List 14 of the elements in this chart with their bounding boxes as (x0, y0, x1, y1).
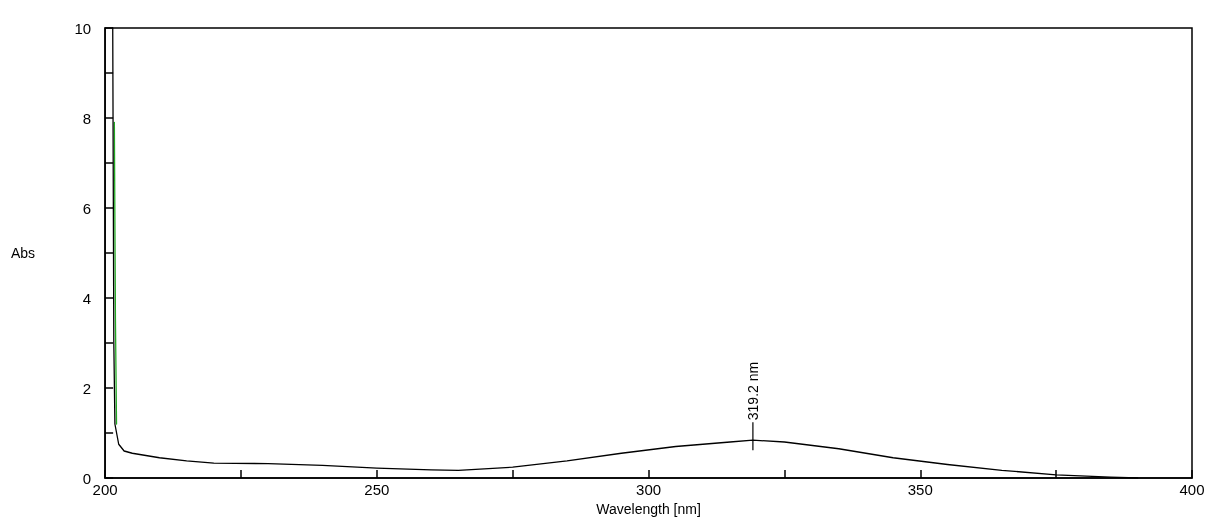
y-tick-label: 6 (82, 199, 92, 217)
y-tick-label: 0 (82, 469, 92, 487)
y-tick-label: 8 (82, 109, 92, 127)
x-axis-title: Wavelength [nm] (596, 500, 701, 517)
y-axis-title: Abs (11, 245, 36, 261)
y-tick-label: 4 (82, 289, 92, 307)
x-tick-label: 300 (636, 481, 662, 498)
x-tick-label: 200 (92, 481, 118, 498)
x-tick-label: 400 (1179, 481, 1205, 498)
x-tick-label: 350 (907, 481, 933, 498)
annotation: 319.2 nm (744, 361, 761, 421)
x-tick-label: 250 (364, 481, 390, 498)
y-tick-label: 10 (74, 19, 92, 37)
y-tick-label: 2 (82, 379, 92, 397)
